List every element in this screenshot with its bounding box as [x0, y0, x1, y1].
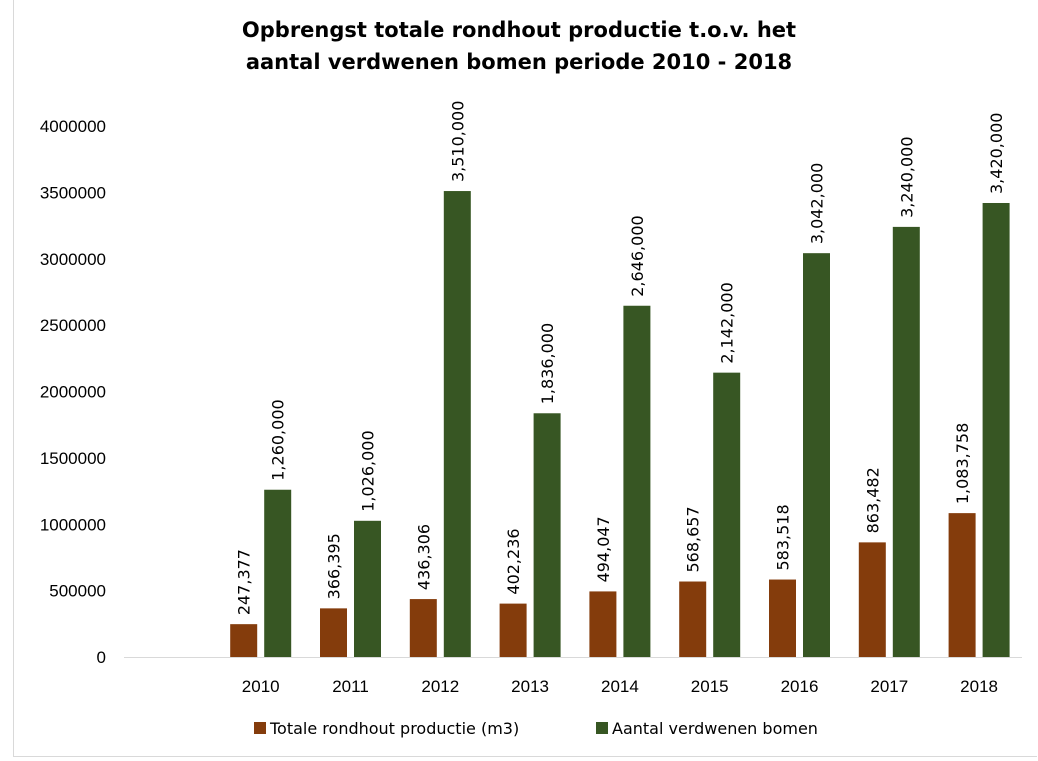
y-tick-label: 1500000 [40, 449, 106, 468]
x-tick-label: 2016 [781, 677, 819, 696]
y-tick-label: 0 [97, 648, 106, 667]
legend-swatch-productie [254, 722, 266, 734]
x-tick-label: 2012 [421, 677, 459, 696]
bar-bomen [892, 226, 920, 657]
data-label: 1,260,000 [269, 399, 288, 480]
data-label: 3,240,000 [897, 136, 916, 217]
y-tick-label: 4000000 [40, 117, 106, 136]
bar-productie [409, 599, 437, 657]
bar-bomen [264, 489, 292, 657]
data-label: 436,306 [414, 524, 433, 590]
data-label: 1,026,000 [359, 430, 378, 511]
data-label: 247,377 [235, 549, 254, 615]
x-tick-label: 2013 [511, 677, 549, 696]
data-label: 1,836,000 [538, 323, 557, 404]
legend-swatch-bomen [596, 722, 608, 734]
bar-bomen [713, 372, 741, 657]
data-label: 366,395 [325, 533, 344, 599]
data-label: 3,042,000 [808, 163, 827, 244]
bar-bomen [354, 520, 381, 657]
bar-bomen [623, 305, 651, 657]
bar-productie [230, 624, 258, 657]
chart-title: Opbrengst totale rondhout productie t.o.… [14, 14, 1024, 78]
x-tick-label: 2010 [242, 677, 280, 696]
bar-productie [858, 542, 886, 657]
y-tick-label: 3500000 [40, 183, 106, 202]
x-tick-label: 2015 [691, 677, 729, 696]
y-tick-label: 2500000 [40, 316, 106, 335]
data-label: 863,482 [863, 467, 882, 533]
chart-container: Opbrengst totale rondhout productie t.o.… [13, 0, 1037, 757]
data-label: 2,646,000 [628, 215, 647, 296]
bar-bomen [533, 413, 561, 657]
y-tick-label: 1000000 [40, 515, 106, 534]
x-tick-label: 2014 [601, 677, 639, 696]
x-tick-label: 2017 [870, 677, 908, 696]
y-tick-label: 500000 [49, 582, 106, 601]
y-tick-label: 3000000 [40, 250, 106, 269]
data-label: 583,518 [774, 504, 793, 570]
bar-productie [589, 591, 617, 657]
bar-bomen [443, 191, 471, 658]
x-tick-label: 2011 [332, 677, 369, 696]
data-label: 494,047 [594, 516, 613, 582]
x-tick-label: 2018 [960, 677, 998, 696]
bar-productie [948, 513, 976, 657]
bar-productie [320, 608, 347, 657]
bar-productie [769, 579, 796, 657]
data-label: 1,083,758 [953, 423, 972, 504]
data-label: 402,236 [504, 528, 523, 594]
data-label: 3,420,000 [987, 113, 1006, 194]
data-label: 568,657 [684, 506, 703, 572]
chart-title-line-2: aantal verdwenen bomen periode 2010 - 20… [245, 50, 793, 74]
data-label: 3,510,000 [448, 101, 467, 182]
bar-productie [499, 603, 527, 657]
data-label: 2,142,000 [718, 282, 737, 363]
chart-plot: 0 500000 1000000 1500000 2000000 2500000 30000… [40, 101, 1022, 738]
bar-bomen [982, 202, 1010, 657]
chart-title-line-1: Opbrengst totale rondhout productie t.o.… [241, 18, 797, 42]
bar-productie [679, 581, 707, 657]
legend-label-bomen: Aantal verdwenen bomen [612, 719, 818, 738]
y-tick-label: 2000000 [40, 383, 106, 402]
legend-label-productie: Totale rondhout productie (m3) [269, 719, 519, 738]
bar-bomen [803, 253, 830, 657]
